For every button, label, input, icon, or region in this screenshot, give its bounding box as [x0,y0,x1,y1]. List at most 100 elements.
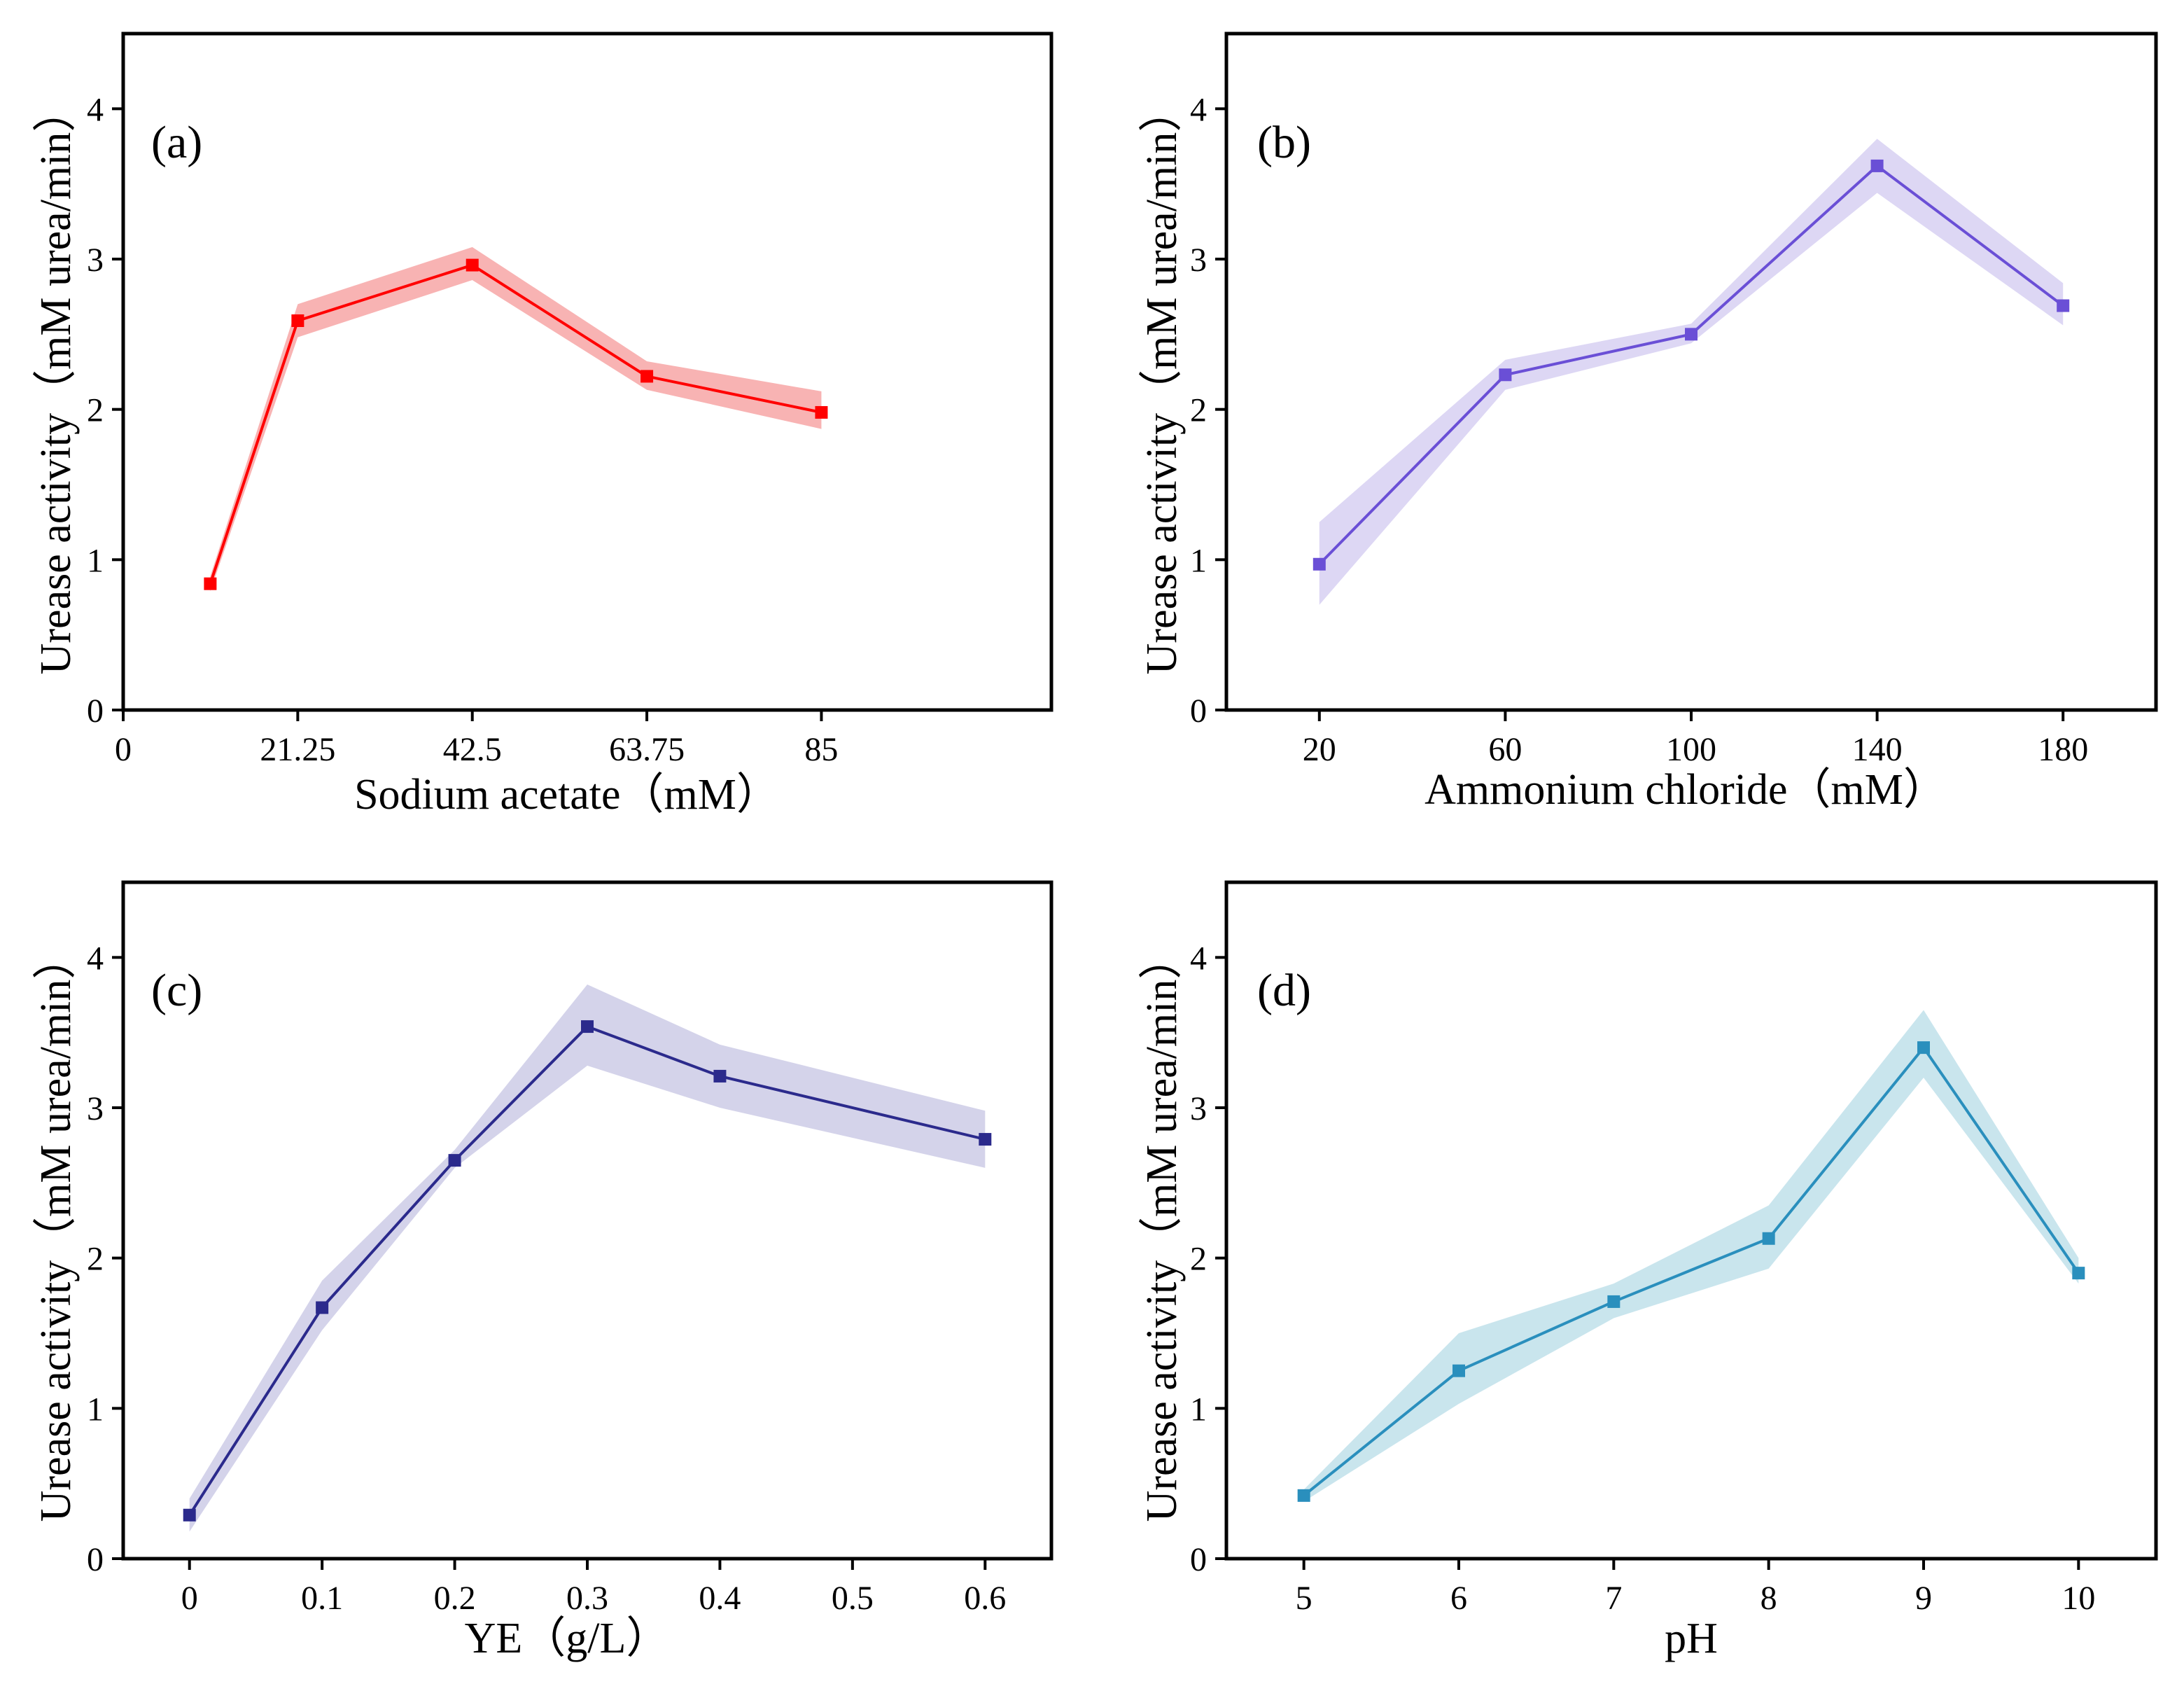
panel-a-xtick-label: 0 [115,731,132,768]
panel-c-ytick-label: 2 [87,1241,104,1278]
panel-d-xtick-label: 5 [1296,1580,1312,1617]
panel-a-error-band [210,246,822,592]
panel-d-series-layer [1303,1046,2080,1497]
panel-a-band-layer [210,246,822,592]
panel-c-xtick-label: 0 [181,1580,198,1617]
panel-d-xtick-label: 10 [2062,1580,2095,1617]
panel-b-xtick-label: 100 [1666,731,1716,768]
panel-a-xtick-label: 42.5 [443,731,502,768]
panel-a-xticks: 0 21.25 42.5 63.75 85 [115,710,838,768]
panel-d-data-point [1297,1489,1310,1502]
panel-d-xtick-label: 6 [1450,1580,1467,1617]
panel-d: 5 6 7 8 9 10 0 1 2 3 4 (d) pH Urease activity（mM … [1138,880,2158,1662]
panel-d-frame [1224,880,2158,1561]
panel-d-label: (d) [1257,965,1311,1016]
panel-c-yticks: 0 1 2 3 4 [87,940,123,1578]
panel-b-frame [1224,32,2158,712]
panel-d-ylabel: Urease activity（mM urea/min） [1138,936,1186,1522]
panel-b-data-point [2057,299,2070,312]
panel-c-marker-layer [183,1020,992,1522]
panel-b-ytick-label: 1 [1190,542,1207,579]
panel-d-xtick-label: 8 [1760,1580,1777,1617]
panel-d-ytick-label: 3 [1190,1090,1207,1127]
panel-b-xtick-label: 180 [2038,731,2088,768]
panel-c-xtick-label: 0.2 [434,1580,476,1617]
panel-a-data-point [815,405,828,419]
panel-a: 0 21.25 42.5 63.75 85 0 1 2 3 4 (a) Sodium aceta… [32,32,1054,819]
panel-a-data-point [465,258,479,272]
panel-d-data-point [1762,1232,1775,1245]
panel-d-band-layer [1303,1010,2079,1502]
panel-a-ytick-label: 3 [87,242,104,279]
panel-b-ytick-label: 4 [1190,91,1207,128]
panel-b-yticks: 0 1 2 3 4 [1190,91,1226,730]
panel-a-data-point [204,577,217,590]
panel-d-series-line [1303,1046,2080,1497]
panel-b-band-layer [1319,139,2064,605]
panel-d-xtick-label: 7 [1605,1580,1622,1617]
panel-b-ylabel: Urease activity（mM urea/min） [1138,89,1186,675]
panel-d-xtick-label: 9 [1915,1580,1932,1617]
panel-b: 20 60 100 140 180 0 1 2 3 4 (b) Ammonium chlorid… [1138,32,2158,814]
panel-d-xticks: 5 6 7 8 9 10 [1296,1559,2095,1617]
panel-d-ytick-label: 4 [1190,940,1207,977]
panel-c-label: (c) [151,965,202,1016]
panel-b-data-point [1685,328,1698,341]
panel-b-xlabel: Ammonium chloride（mM） [1424,766,1947,814]
panel-d-ytick-label: 0 [1190,1541,1207,1578]
panel-d-data-point [2072,1267,2085,1280]
panel-a-label: (a) [151,117,202,168]
panel-a-ytick-label: 2 [87,392,104,429]
panel-b-data-point [1312,557,1326,571]
panel-c-data-point [183,1508,196,1522]
panel-c-data-point [979,1133,992,1146]
panel-a-data-point [640,370,654,383]
panel-a-yticks: 0 1 2 3 4 [87,91,123,730]
panel-c-xtick-label: 0.4 [699,1580,741,1617]
panel-c-data-point [316,1301,329,1314]
panel-c-xlabel: YE（g/L） [465,1615,670,1662]
panel-d-ytick-label: 1 [1190,1391,1207,1428]
panel-b-xticks: 20 60 100 140 180 [1303,710,2088,768]
panel-d-data-point [1917,1041,1930,1055]
panel-a-xtick-label: 21.25 [260,731,335,768]
panel-a-ytick-label: 4 [87,91,104,128]
panel-a-xtick-label: 85 [804,731,838,768]
panel-c-frame [121,880,1054,1561]
panel-c-xtick-label: 0.1 [301,1580,343,1617]
panel-c-data-point [448,1154,461,1167]
panel-c-data-point [713,1069,727,1083]
panel-c-band-layer [189,984,986,1532]
panel-d-error-band [1303,1010,2079,1502]
panel-b-xtick-label: 140 [1852,731,1903,768]
panel-c-xtick-label: 0.5 [832,1580,874,1617]
panel-c-xtick-label: 0.3 [566,1580,608,1617]
panel-c-ytick-label: 3 [87,1090,104,1127]
panel-a-marker-layer [204,258,828,590]
panel-a-xlabel: Sodium acetate（mM） [354,771,780,819]
panel-b-ytick-label: 3 [1190,242,1207,279]
panel-b-ytick-label: 0 [1190,693,1207,730]
panel-b-ytick-label: 2 [1190,392,1207,429]
panel-d-ytick-label: 2 [1190,1241,1207,1278]
panel-c-data-point [581,1020,594,1034]
panel-c-xticks: 0 0.1 0.2 0.3 0.4 0.5 0.6 [181,1559,1006,1617]
panel-d-yticks: 0 1 2 3 4 [1190,940,1226,1578]
panel-c-series-layer [188,1025,986,1516]
panel-d-xlabel: pH [1665,1615,1718,1662]
panel-b-marker-layer [1312,159,2070,571]
panel-d-marker-layer [1297,1041,2085,1502]
panel-b-label: (b) [1257,117,1311,168]
panel-c-ytick-label: 1 [87,1391,104,1428]
panel-c-ytick-label: 0 [87,1541,104,1578]
panel-a-frame [121,32,1054,712]
panel-c-ylabel: Urease activity（mM urea/min） [32,936,80,1522]
panel-b-xtick-label: 20 [1303,731,1336,768]
panel-a-data-point [291,314,304,328]
panel-b-data-point [1870,159,1884,172]
panel-d-data-point [1607,1295,1620,1308]
panel-b-xtick-label: 60 [1488,731,1522,768]
panel-c-ytick-label: 4 [87,940,104,977]
panel-c-error-band [189,984,986,1532]
